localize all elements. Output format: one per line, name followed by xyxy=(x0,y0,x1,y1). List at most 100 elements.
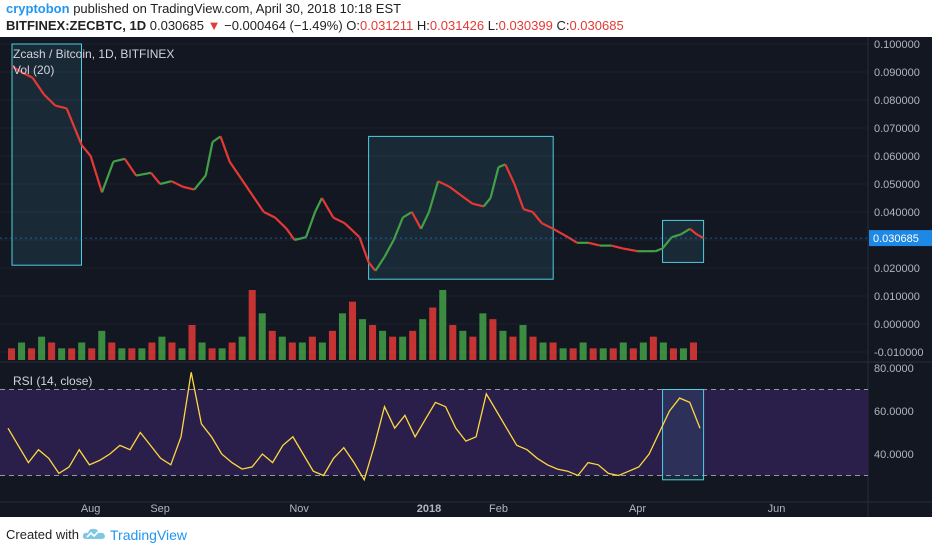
volume-bar xyxy=(489,319,497,360)
volume-bar xyxy=(599,348,607,360)
price-segment xyxy=(460,194,473,205)
published-text: published on TradingView.com, April 30, … xyxy=(73,1,402,16)
volume-bar xyxy=(28,348,36,360)
volume-bar xyxy=(509,336,517,360)
price-tick-label: -0.010000 xyxy=(874,347,924,359)
volume-bar xyxy=(379,330,387,360)
price-segment xyxy=(420,211,430,230)
volume-bar xyxy=(38,336,46,360)
price-tick-label: 0.090000 xyxy=(874,67,920,79)
volume-bar xyxy=(288,342,296,360)
tradingview-link[interactable]: TradingView xyxy=(110,527,188,543)
price-segment xyxy=(655,247,663,253)
price-chart[interactable]: 0.100000 0.090000 0.080000 0.070000 0.060000… xyxy=(0,37,932,517)
volume-bar xyxy=(328,330,336,360)
close-value: 0.030685 xyxy=(569,18,624,33)
price-segment xyxy=(437,180,450,188)
volume-bar xyxy=(88,348,96,360)
volume-bar xyxy=(18,342,26,360)
price-tick-label: 0.010000 xyxy=(874,291,920,303)
volume-bar xyxy=(589,348,597,360)
volume-bar xyxy=(499,330,507,360)
rsi-tick-label: 60.0000 xyxy=(874,406,914,418)
price-segment xyxy=(567,236,578,244)
volume-bar xyxy=(78,342,86,360)
price-tick-label: 0.040000 xyxy=(874,207,920,219)
price-segment xyxy=(240,177,254,196)
price-tick-label: 0.100000 xyxy=(874,39,920,51)
volume-bar xyxy=(238,336,246,360)
publish-line: cryptobon published on TradingView.com, … xyxy=(6,0,401,18)
volume-bar xyxy=(529,336,537,360)
volume-bar xyxy=(689,342,697,360)
price-segment xyxy=(367,261,377,272)
price-tick-label: 0.000000 xyxy=(874,319,920,331)
volume-bar xyxy=(519,325,527,360)
volume-bar xyxy=(359,319,367,360)
volume-bar xyxy=(439,290,447,360)
price-segment xyxy=(392,217,404,241)
price-tick-label: 0.070000 xyxy=(874,123,920,135)
volume-bar xyxy=(639,342,647,360)
volume-bar xyxy=(48,342,56,360)
volume-bar xyxy=(659,342,667,360)
price-segment xyxy=(680,227,691,236)
price-segment xyxy=(20,71,33,79)
price-segment xyxy=(696,233,705,240)
volume-bar xyxy=(98,330,106,360)
price-segment xyxy=(11,65,22,73)
close-label: C: xyxy=(556,18,570,33)
ohlc-line: BITFINEX:ZECBTC, 1D 0.030685 ▼ −0.000464… xyxy=(6,17,624,35)
price-segment xyxy=(402,211,413,219)
price-segment xyxy=(689,227,698,236)
volume-bar xyxy=(148,342,156,360)
rsi-band xyxy=(0,389,868,476)
highlight-box xyxy=(11,43,82,266)
volume-bar xyxy=(569,348,577,360)
price-tick-label: 0.060000 xyxy=(874,151,920,163)
volume-bar xyxy=(459,330,467,360)
price-segment xyxy=(611,244,623,250)
price-segment xyxy=(320,197,335,219)
price-segment xyxy=(294,236,307,242)
price-segment xyxy=(159,180,172,186)
volume-legend: Vol (20) xyxy=(13,63,55,77)
volume-bar xyxy=(429,307,437,360)
price-segment xyxy=(113,157,126,163)
volume-bar xyxy=(228,342,236,360)
time-tick-label: Feb xyxy=(489,503,508,515)
change-arrow-icon: ▼ xyxy=(207,18,221,33)
volume-bar xyxy=(419,319,427,360)
price-segment xyxy=(531,211,543,224)
price-segment xyxy=(588,241,601,247)
last-price-badge xyxy=(869,230,932,247)
tradingview-cloud-icon[interactable] xyxy=(82,526,106,545)
price-segment xyxy=(285,228,296,241)
change-value: −0.000464 (−1.49%) xyxy=(224,18,343,33)
footer: Created with TradingView xyxy=(0,518,932,550)
price-segment xyxy=(358,236,370,263)
time-tick-label: Apr xyxy=(629,503,646,515)
volume-bar xyxy=(198,342,206,360)
price-segment xyxy=(228,160,242,180)
volume-bar xyxy=(8,348,16,360)
volume-bar xyxy=(649,336,657,360)
rsi-legend: RSI (14, close) xyxy=(13,374,93,388)
time-tick-label: Jun xyxy=(768,503,786,515)
price-tick-label: 0.020000 xyxy=(874,263,920,275)
volume-bar xyxy=(369,325,377,360)
price-segment xyxy=(489,166,500,199)
volume-bar xyxy=(469,336,477,360)
price-segment xyxy=(171,180,184,188)
price-segment xyxy=(55,104,67,110)
volume-bar xyxy=(188,325,196,360)
high-label: H: xyxy=(416,18,430,33)
price-segment xyxy=(410,211,422,230)
time-tick-label: Nov xyxy=(289,503,309,515)
volume-bar xyxy=(298,342,306,360)
volume-bar xyxy=(409,330,417,360)
highlight-box xyxy=(662,389,705,481)
author-link[interactable]: cryptobon xyxy=(6,1,70,16)
volume-bar xyxy=(278,336,286,360)
volume-bar xyxy=(158,336,166,360)
